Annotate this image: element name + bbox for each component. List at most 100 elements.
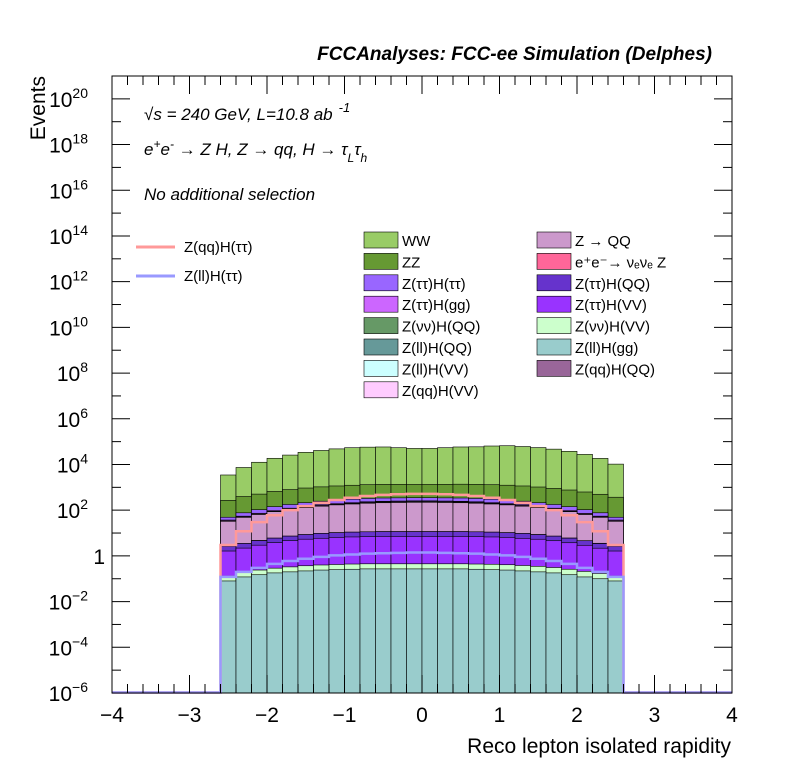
legend-label: Z(ττ)H(ττ): [402, 276, 466, 293]
x-tick-label: −3: [178, 704, 202, 727]
bar: [545, 572, 562, 694]
legend-label: Z(ll)H(VV): [402, 361, 469, 378]
bar: [344, 568, 361, 694]
y-tick-label: 1012: [49, 268, 88, 295]
legend-swatch: [536, 317, 572, 334]
legend-swatch: [536, 274, 572, 292]
legend-backgrounds: WW ZZ Z(ττ)H(ττ) Z(ττ)H(gg) Z(νν)H(QQ) Z(ll)H…: [363, 231, 666, 400]
x-axis-label: Reco lepton isolated rapidity: [467, 735, 731, 758]
bar: [297, 570, 314, 694]
legend-label: Z(ττ)H(gg): [402, 297, 471, 314]
x-tick-label: 2: [571, 704, 583, 727]
legend-swatch: [363, 317, 399, 334]
y-tick-label: 1016: [49, 176, 88, 203]
y-tick-label: 1020: [49, 85, 88, 112]
svg-text:√s = 240 GeV, L=10.8 ab-1: √s = 240 GeV, L=10.8 ab -1: [144, 100, 350, 124]
legend-swatch: [363, 231, 399, 249]
bar: [220, 580, 237, 694]
legend-signals: Z(qq)H(ττ) Z(ll)H(ττ): [136, 239, 253, 285]
legend-label: Z(ττ)H(QQ): [575, 276, 650, 293]
bar: [359, 568, 376, 694]
legend-label: Z(νν)H(VV): [575, 319, 650, 336]
axis-ticks: [111, 75, 733, 694]
x-tick-label: 0: [416, 704, 428, 727]
energy-annotation: √s = 240 GeV, L=10.8 ab -1: [144, 100, 350, 124]
bar: [607, 580, 624, 694]
selection-annotation: No additional selection: [144, 185, 315, 204]
bar: [266, 572, 283, 694]
y-tick-label: 1014: [49, 222, 88, 249]
bar: [406, 568, 423, 694]
y-tick-label: 10−6: [49, 679, 89, 706]
process-annotation: e+e- → Z H, Z → qq, H → τLτh: [144, 137, 368, 165]
y-tick-label: 106: [57, 405, 88, 432]
legend-swatch: [536, 360, 572, 377]
legend-label: WW: [402, 233, 431, 250]
bar: [468, 568, 485, 694]
bar: [421, 568, 438, 694]
legend-label: Z(ll)H(ττ): [184, 268, 243, 285]
x-tick-label: 4: [726, 704, 738, 727]
line-z-qq-h: [112, 492, 732, 694]
y-tick-label: 1: [93, 546, 105, 569]
legend-swatch: [536, 253, 572, 270]
bar: [437, 568, 454, 694]
x-tick-labels: −4 −3 −2 −1 0 1 2 3 4: [100, 704, 738, 727]
legend-label: ZZ: [402, 254, 420, 271]
legend-swatch: [363, 274, 399, 292]
legend-label: Z(ττ)H(VV): [575, 297, 647, 314]
y-tick-labels: 102010181016101410121010108106104102110−…: [49, 85, 105, 706]
bar: [483, 569, 500, 694]
y-tick-label: 1018: [49, 131, 88, 158]
histogram-stack: [220, 445, 624, 694]
legend-label: Z → QQ: [575, 233, 631, 250]
x-tick-label: 1: [494, 704, 506, 727]
legend-swatch: [536, 295, 572, 313]
bar: [251, 574, 268, 694]
bar: [576, 576, 593, 694]
legend-swatch: [363, 338, 399, 356]
bar: [514, 570, 531, 694]
legend-label: Z(qq)H(ττ): [184, 239, 253, 256]
bar: [235, 576, 252, 694]
legend-label: e⁺e⁻→ νₑνₑ Z: [575, 254, 666, 271]
bar: [592, 578, 609, 694]
y-tick-label: 108: [57, 359, 88, 386]
legend-label: Z(ll)H(gg): [575, 340, 638, 357]
bar: [313, 569, 330, 694]
bar: [452, 568, 469, 694]
svg-text:e+e- → Z H, Z → qq, H → τLτ: e+e- → Z H, Z → qq, H → τLτh: [144, 137, 368, 165]
stack-z-ll-h-gg: [220, 568, 624, 694]
bar: [530, 571, 547, 694]
x-tick-label: −4: [100, 704, 124, 727]
x-tick-label: −2: [255, 704, 279, 727]
legend-label: Z(ll)H(QQ): [402, 340, 472, 357]
y-tick-label: 104: [57, 450, 88, 477]
x-tick-label: −1: [333, 704, 357, 727]
legend-label: Z(qq)H(QQ): [575, 361, 655, 378]
bar: [561, 574, 578, 694]
legend-swatch: [363, 360, 399, 377]
legend-label: Z(qq)H(VV): [402, 383, 479, 400]
y-tick-label: 1010: [49, 313, 88, 340]
y-tick-label: 102: [57, 496, 88, 523]
bar: [282, 571, 299, 694]
legend-label: Z(νν)H(QQ): [402, 319, 480, 336]
x-tick-label: 3: [649, 704, 661, 727]
bar: [390, 568, 407, 694]
chart-title: FCCAnalyses: FCC-ee Simulation (Delphes): [317, 44, 712, 65]
legend-swatch: [536, 231, 572, 249]
y-tick-label: 10−2: [49, 588, 89, 615]
bar: [499, 569, 516, 694]
y-axis-label: Events: [27, 76, 50, 140]
signal-lines: [112, 492, 732, 694]
y-tick-label: 10−4: [49, 633, 89, 660]
bar: [375, 568, 392, 694]
legend-swatch: [536, 338, 572, 356]
legend-swatch: [363, 295, 399, 313]
legend-swatch: [363, 381, 399, 399]
line-z-ll-h: [112, 551, 732, 694]
legend-swatch: [363, 253, 399, 270]
bar: [328, 569, 345, 694]
